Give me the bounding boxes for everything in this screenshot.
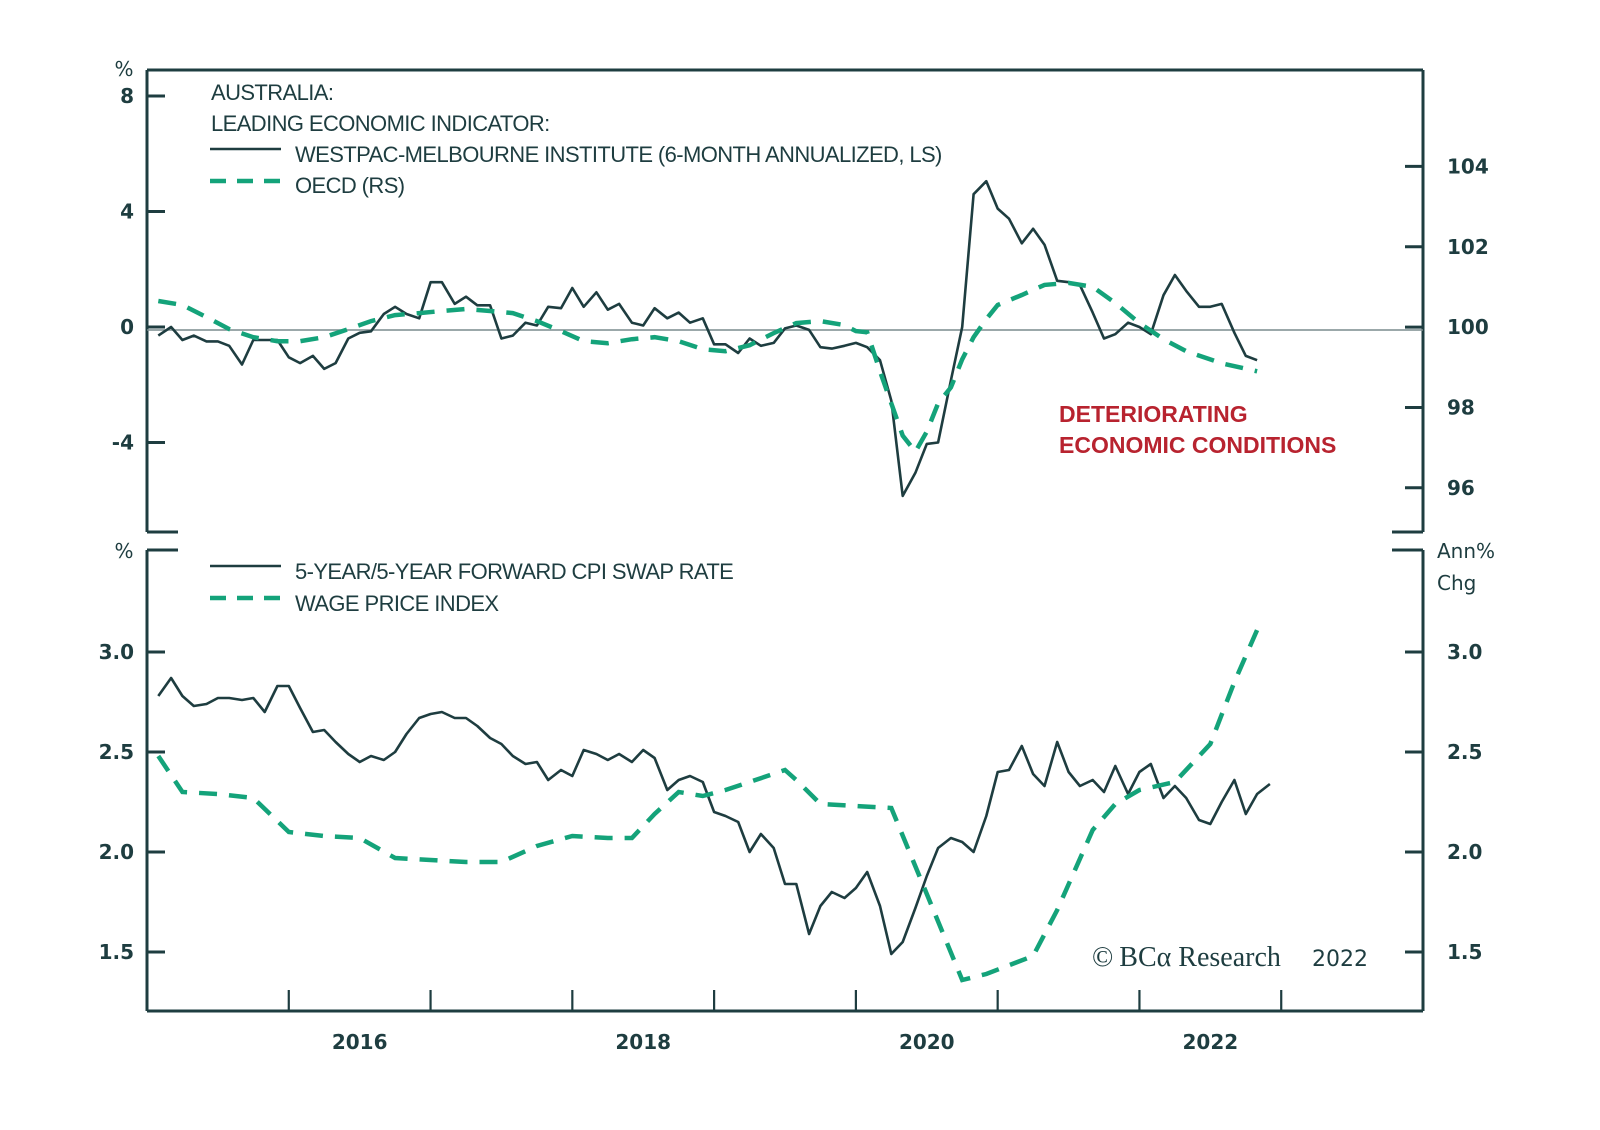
copyright-symbol: © xyxy=(1092,942,1113,973)
bottom-right-unit-label-line2: Chg xyxy=(1437,571,1476,595)
x-axis-tick-label: 2022 xyxy=(1182,1030,1238,1054)
left-axis-tick-label: -4 xyxy=(112,430,134,454)
bottom-right-unit-label-line1: Ann% xyxy=(1437,539,1495,563)
left-axis-tick-label: 2.5 xyxy=(99,740,134,764)
x-axis-tick-label: 2020 xyxy=(899,1030,955,1054)
chart-title: AUSTRALIA: xyxy=(211,80,333,105)
series-line-wage-price-index xyxy=(156,629,1260,983)
left-axis-tick-label: 0 xyxy=(120,315,134,339)
right-axis-tick-label: 98 xyxy=(1447,395,1475,419)
credit: © BCα Research 2022 xyxy=(1092,942,1368,973)
bottom-panel: 3.0 2.5 2.0 1.5 3.0 2.5 2.0 1.5 xyxy=(99,548,1482,1013)
right-axis-tick-label: 100 xyxy=(1447,315,1489,339)
credit-brand: © BCα Research xyxy=(1092,942,1281,973)
chart-subtitle: LEADING ECONOMIC INDICATOR: xyxy=(211,111,550,136)
credit-year: 2022 xyxy=(1312,947,1368,972)
legend-label-wage-price-index: WAGE PRICE INDEX xyxy=(295,591,499,616)
bottom-left-unit-label: % xyxy=(114,539,133,563)
annotation-line-2: ECONOMIC CONDITIONS xyxy=(1059,432,1336,458)
top-panel: 8 4 0 -4 104 102 100 98 96 xyxy=(112,68,1489,534)
right-axis-tick-label: 2.0 xyxy=(1447,840,1482,864)
series-line-cpi-swap xyxy=(157,676,1271,956)
annotation-line-1: DETERIORATING xyxy=(1059,401,1248,427)
left-axis-tick-label: 3.0 xyxy=(99,640,134,664)
x-axis-tick-label: 2018 xyxy=(615,1030,671,1054)
series-line-oecd xyxy=(157,280,1258,456)
right-axis-tick-label: 2.5 xyxy=(1447,740,1482,764)
x-axis-tick-label: 2016 xyxy=(332,1030,388,1054)
left-axis-tick-label: 4 xyxy=(120,199,134,223)
legend-label-oecd: OECD (RS) xyxy=(295,173,405,198)
left-axis-tick-label: 2.0 xyxy=(99,840,134,864)
left-axis-tick-label: 1.5 xyxy=(99,940,134,964)
legend-label-westpac: WESTPAC-MELBOURNE INSTITUTE (6-MONTH ANN… xyxy=(295,142,942,167)
right-axis-tick-label: 1.5 xyxy=(1447,940,1482,964)
right-axis-tick-label: 104 xyxy=(1447,154,1489,178)
left-axis-tick-label: 8 xyxy=(120,84,134,108)
bottom-legend: 5-YEAR/5-YEAR FORWARD CPI SWAP RATE WAGE… xyxy=(210,559,734,616)
right-axis-tick-label: 102 xyxy=(1447,235,1489,259)
top-legend: AUSTRALIA: LEADING ECONOMIC INDICATOR: W… xyxy=(210,80,942,198)
credit-brand-name: BCα Research xyxy=(1119,942,1281,973)
top-left-unit-label: % xyxy=(114,57,133,81)
right-axis-tick-label: 3.0 xyxy=(1447,640,1482,664)
right-axis-tick-label: 96 xyxy=(1447,476,1475,500)
legend-label-cpi-swap: 5-YEAR/5-YEAR FORWARD CPI SWAP RATE xyxy=(295,559,733,584)
